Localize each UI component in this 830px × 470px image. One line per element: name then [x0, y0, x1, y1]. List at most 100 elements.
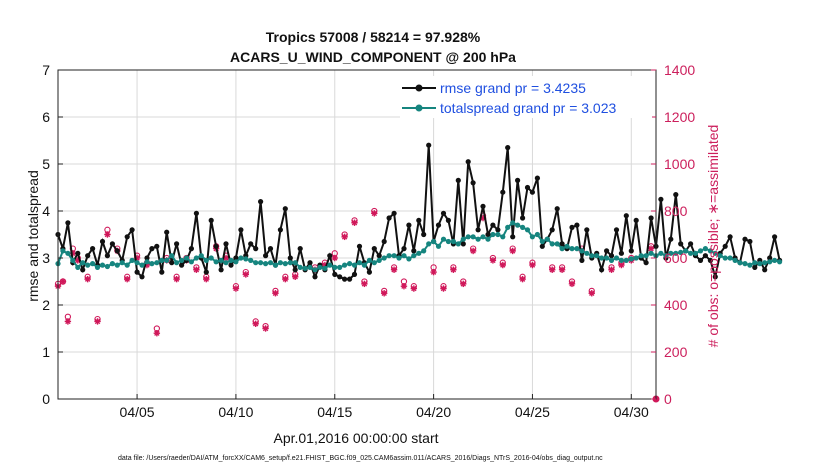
spread-point — [440, 236, 447, 242]
rmse-point — [678, 241, 684, 247]
rmse-point — [421, 231, 427, 238]
spread-point — [618, 257, 625, 263]
rmse-point — [159, 269, 165, 275]
spread-point — [119, 260, 125, 266]
rmse-point — [99, 238, 106, 245]
obs-asterisk-stroke — [351, 220, 358, 226]
rmse-point — [218, 267, 224, 273]
spread-point — [455, 241, 461, 247]
series-layer — [55, 142, 783, 282]
rmse-point — [584, 227, 590, 233]
rmse-point — [179, 262, 185, 268]
spread-point — [480, 234, 486, 240]
chart-title-line2: ACARS_U_WIND_COMPONENT @ 200 hPa — [230, 49, 516, 65]
spread-point — [124, 262, 130, 268]
rmse-point — [233, 255, 239, 261]
obs-assimilated-point — [272, 290, 279, 297]
spread-point — [406, 256, 412, 262]
spread-point — [169, 253, 175, 259]
rmse-point — [371, 246, 377, 252]
obs-asterisk-stroke — [470, 248, 476, 254]
obs-assimilated-point — [410, 285, 418, 292]
spread-point — [678, 249, 684, 255]
obs-asterisk-stroke — [589, 290, 595, 296]
y-axis-label-right: # of obs: o=possible; ∗=assimilated — [705, 125, 721, 348]
spread-point — [129, 257, 135, 263]
obs-asterisk-stroke — [618, 262, 625, 268]
rmse-point — [366, 269, 372, 275]
rmse-point — [411, 248, 417, 254]
obs-asterisk-stroke — [490, 257, 496, 264]
spread-point — [505, 224, 511, 230]
rmse-point — [386, 215, 392, 221]
data-file-footer: data file: /Users/raeder/DAI/ATM_forcXX/… — [118, 455, 603, 462]
spread-point — [213, 259, 219, 265]
rmse-point — [292, 267, 298, 273]
spread-point — [495, 231, 501, 238]
obs-asterisk-stroke — [391, 267, 397, 273]
obs-asterisk-stroke — [381, 290, 387, 296]
rmse-point — [208, 217, 214, 223]
y-tick-label-left: 4 — [42, 203, 50, 219]
obs-assimilated-point — [292, 273, 299, 280]
obs-assimilated-point — [460, 280, 467, 288]
spread-point — [564, 243, 570, 249]
y-tick-label-right: 1400 — [664, 62, 695, 78]
obs-assimilated-point — [489, 257, 497, 264]
y-tick-label-right: 400 — [664, 297, 688, 313]
spread-point — [302, 265, 308, 271]
rmse-point — [109, 241, 115, 247]
obs-assimilated-point — [193, 266, 200, 273]
spread-point — [673, 250, 679, 256]
spread-point — [520, 224, 526, 230]
y-tick-label-right: 600 — [664, 250, 688, 266]
spread-point — [356, 260, 363, 266]
spread-point — [608, 257, 615, 263]
rmse-point — [702, 253, 709, 259]
obs-assimilated-point — [509, 247, 516, 255]
rmse-point — [470, 180, 476, 186]
spread-point — [599, 255, 605, 261]
spread-point — [737, 260, 743, 266]
rmse-point — [727, 234, 733, 240]
spread-point — [228, 257, 234, 263]
spread-point — [594, 253, 600, 259]
spread-point — [485, 236, 491, 242]
obs-assimilated-point — [153, 330, 161, 337]
obs-assimilated-point — [203, 275, 210, 283]
rmse-point — [460, 241, 466, 247]
obs-asterisk-stroke — [193, 267, 200, 273]
rmse-point — [188, 246, 194, 252]
y-tick-label-left: 3 — [42, 250, 50, 266]
spread-point — [633, 255, 639, 261]
obs-assimilated-point — [104, 231, 111, 238]
spread-point — [732, 257, 738, 263]
obs-asterisk-stroke — [272, 290, 279, 296]
rmse-point — [104, 253, 110, 259]
rmse-point — [440, 210, 447, 216]
spread-point — [574, 246, 580, 252]
spread-point — [361, 262, 367, 268]
obs-assimilated-point — [84, 275, 91, 283]
spread-point — [554, 241, 560, 247]
obs-asterisk-stroke — [154, 330, 160, 336]
rmse-point — [688, 241, 694, 247]
obs-asterisk-stroke — [430, 269, 437, 275]
spread-point — [114, 262, 120, 268]
spread-point — [396, 255, 402, 261]
rmse-point — [772, 234, 778, 240]
spread-point — [416, 250, 422, 256]
plot-frame — [57, 69, 657, 400]
spread-point — [426, 241, 432, 247]
rmse-point — [248, 241, 254, 247]
spread-point — [683, 248, 689, 254]
obs-assimilated-point — [558, 266, 566, 273]
obs-asterisk-stroke — [401, 283, 407, 289]
spread-point — [401, 253, 407, 259]
rmse-point — [752, 264, 758, 270]
spread-point — [149, 261, 155, 267]
rmse-point — [337, 274, 343, 280]
rmse-point — [297, 246, 303, 252]
spread-point — [85, 262, 91, 268]
